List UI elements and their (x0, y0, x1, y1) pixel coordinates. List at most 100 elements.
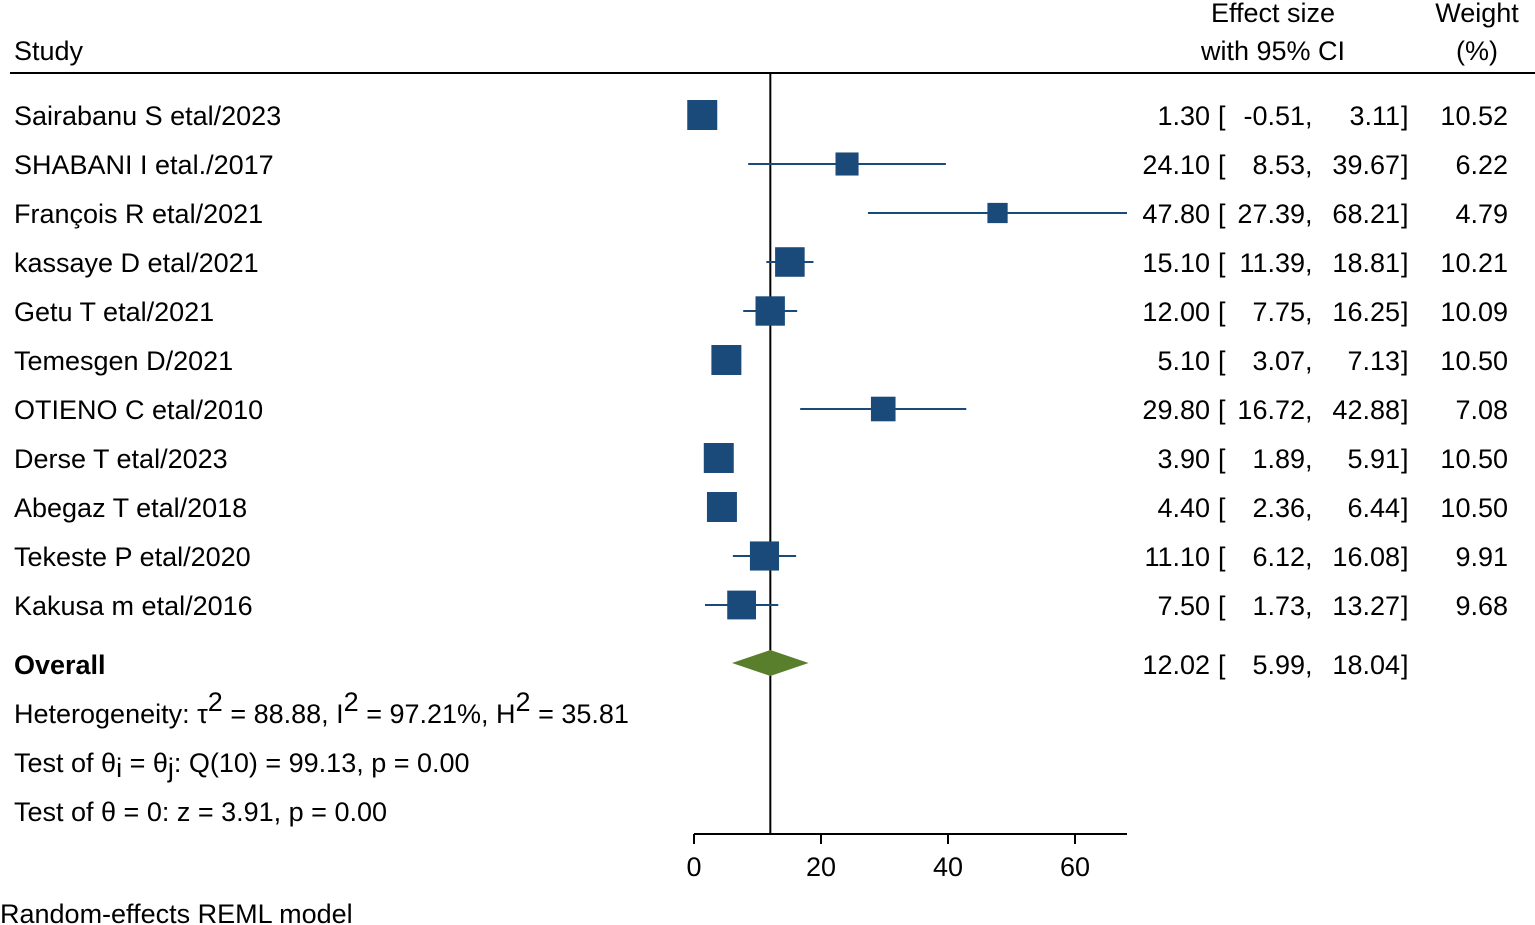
study-effect: 1.30 (1157, 101, 1210, 131)
comma: , (1305, 248, 1313, 278)
bracket-close: ] (1401, 493, 1409, 523)
study-effect: 5.10 (1157, 346, 1210, 376)
comma: , (1305, 542, 1313, 572)
study-ci-lower: 6.12 (1252, 542, 1305, 572)
bracket-open: [ (1218, 248, 1226, 278)
bracket-open: [ (1218, 493, 1226, 523)
study-weight: 10.52 (1440, 101, 1508, 131)
comma: , (1305, 297, 1313, 327)
study-name: Abegaz T etal/2018 (14, 493, 247, 523)
study-marker (835, 152, 859, 176)
comma: , (1305, 395, 1313, 425)
study-ci-upper: 39.67 (1332, 150, 1400, 180)
overall-label: Overall (14, 650, 106, 680)
study-ci-lower: 1.89 (1252, 444, 1305, 474)
bracket-open: [ (1218, 542, 1226, 572)
study-marker (711, 345, 742, 375)
study-marker (727, 590, 757, 620)
study-effect: 7.50 (1157, 591, 1210, 621)
header-effect-line1: Effect size (1211, 0, 1335, 28)
study-name: OTIENO C etal/2010 (14, 395, 263, 425)
study-name: Sairabanu S etal/2023 (14, 101, 281, 131)
bracket-open: [ (1218, 150, 1226, 180)
study-effect: 15.10 (1142, 248, 1210, 278)
study-weight: 9.68 (1455, 591, 1508, 621)
bracket-open: [ (1218, 199, 1226, 229)
study-effect: 4.40 (1157, 493, 1210, 523)
footnote: Random-effects REML model (0, 899, 353, 925)
overall-effect: 12.02 (1142, 650, 1210, 680)
x-axis: 0 20 40 60 (686, 833, 1127, 882)
study-ci-upper: 18.81 (1332, 248, 1400, 278)
study-effect: 11.10 (1144, 542, 1210, 572)
study-marker (703, 443, 734, 473)
study-weight: 10.09 (1440, 297, 1508, 327)
study-ci-lower: 11.39 (1239, 248, 1305, 278)
bracket-close: ] (1401, 444, 1409, 474)
overall-diamond (732, 650, 809, 676)
study-ci-lower: -0.51 (1243, 101, 1305, 131)
bracket-open: [ (1218, 101, 1226, 131)
study-weight: 10.50 (1440, 444, 1508, 474)
study-marker (706, 492, 737, 522)
study-ci-lower: 27.39 (1237, 199, 1305, 229)
header-weight-line2: (%) (1456, 36, 1498, 66)
study-weight: 7.08 (1455, 395, 1508, 425)
study-marker (755, 296, 785, 326)
test-equality: Test of θi = θj: Q(10) = 99.13, p = 0.00 (14, 748, 470, 783)
study-marker (775, 247, 805, 277)
bracket-open: [ (1218, 444, 1226, 474)
study-effect: 47.80 (1142, 199, 1210, 229)
study-weight: 9.91 (1455, 542, 1508, 572)
study-rows: Sairabanu S etal/2023 1.30 [ -0.51, 3.11] 10.… (14, 101, 1508, 621)
study-effect: 3.90 (1157, 444, 1210, 474)
study-ci-lower: 2.36 (1252, 493, 1305, 523)
comma: , (1305, 346, 1313, 376)
overall-upper: 18.04 (1332, 650, 1400, 680)
study-weight: 4.79 (1455, 199, 1508, 229)
bracket-open: [ (1218, 346, 1226, 376)
study-weight: 10.50 (1440, 493, 1508, 523)
x-tick-label: 20 (806, 852, 836, 882)
comma: , (1305, 199, 1313, 229)
study-ci-upper: 16.25 (1332, 297, 1400, 327)
overall-bracket-open: [ (1218, 650, 1226, 680)
study-effect: 29.80 (1142, 395, 1210, 425)
study-name: Getu T etal/2021 (14, 297, 214, 327)
study-ci-upper: 6.44 (1347, 493, 1400, 523)
study-marker (870, 396, 896, 422)
comma: , (1305, 150, 1313, 180)
bracket-close: ] (1401, 591, 1409, 621)
study-ci-lower: 7.75 (1252, 297, 1305, 327)
study-ci-lower: 3.07 (1252, 346, 1305, 376)
comma: , (1305, 591, 1313, 621)
study-name: Derse T etal/2023 (14, 444, 228, 474)
bracket-close: ] (1401, 395, 1409, 425)
bracket-open: [ (1218, 395, 1226, 425)
header-effect-line2: with 95% CI (1200, 36, 1345, 66)
study-effect: 24.10 (1142, 150, 1210, 180)
bracket-close: ] (1401, 346, 1409, 376)
bracket-open: [ (1218, 297, 1226, 327)
comma: , (1305, 101, 1313, 131)
study-name: SHABANI I etal./2017 (14, 150, 274, 180)
bracket-close: ] (1401, 101, 1409, 131)
bracket-close: ] (1401, 542, 1409, 572)
study-ci-upper: 42.88 (1332, 395, 1400, 425)
study-name: Temesgen D/2021 (14, 346, 233, 376)
study-ci-lower: 8.53 (1252, 150, 1305, 180)
comma: , (1305, 444, 1313, 474)
overall-bracket-close: ] (1401, 650, 1409, 680)
study-ci-lower: 1.73 (1252, 591, 1305, 621)
x-tick-label: 0 (686, 852, 701, 882)
header-weight-line1: Weight (1435, 0, 1519, 28)
bracket-close: ] (1401, 297, 1409, 327)
overall-comma: , (1305, 650, 1313, 680)
bracket-open: [ (1218, 591, 1226, 621)
study-ci-upper: 3.11 (1349, 101, 1400, 131)
study-ci-upper: 7.13 (1347, 346, 1400, 376)
study-name: François R etal/2021 (14, 199, 263, 229)
bracket-close: ] (1401, 248, 1409, 278)
study-ci-lower: 16.72 (1237, 395, 1305, 425)
